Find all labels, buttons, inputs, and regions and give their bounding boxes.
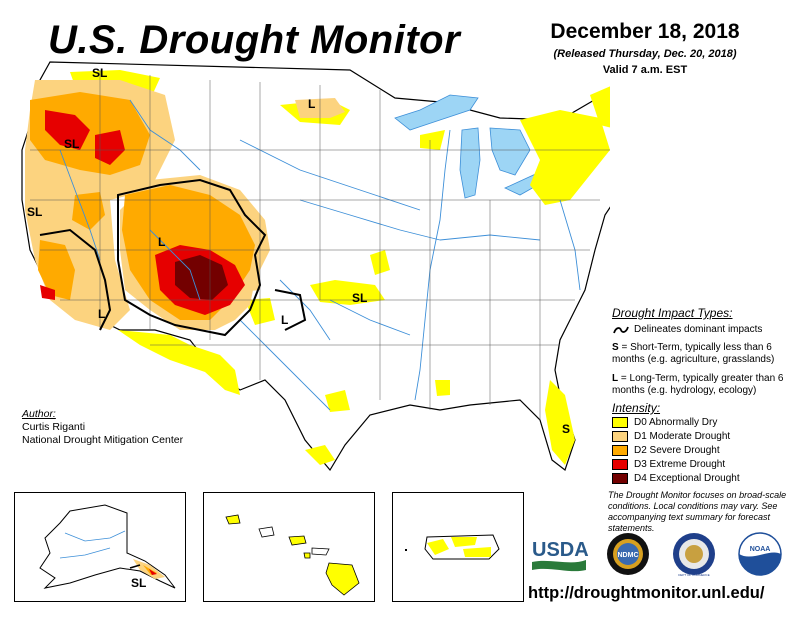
conus-drought-map: SL SL SL L L L L SL S: [21, 61, 610, 472]
short-term-key: S: [612, 342, 619, 353]
ndmc-logo: NDMC: [607, 533, 649, 575]
label-sl-california: SL: [27, 205, 42, 219]
partner-logos: USDA NDMC DEPT OF COMMERCE NOAA: [532, 532, 782, 577]
label-s-florida: S: [562, 422, 570, 436]
map-title: U.S. Drought Monitor: [48, 18, 461, 62]
noaa-logo: NOAA: [738, 532, 782, 576]
great-lakes: [394, 94, 581, 199]
svg-text:USDA: USDA: [532, 539, 589, 561]
label-sl-oregon: SL: [64, 137, 79, 151]
legend: Drought Impact Types: Delineates dominan…: [612, 306, 800, 485]
label-sl-oklahoma: SL: [352, 291, 367, 305]
intensity-d3-label: D3 Extreme Drought: [634, 459, 726, 470]
swatch-d3: [612, 459, 628, 470]
intensity-d4-label: D4 Exceptional Drought: [634, 473, 740, 484]
label-l-new-mexico: L: [281, 313, 288, 327]
valid-time: Valid 7 a.m. EST: [602, 64, 688, 76]
intensity-d4: D4 Exceptional Drought: [612, 472, 800, 485]
label-l-colorado: L: [158, 235, 165, 249]
impact-labels: SL SL SL L L L L SL S: [27, 66, 570, 436]
swatch-d2: [612, 445, 628, 456]
intensity-d3: D3 Extreme Drought: [612, 458, 800, 471]
alaska-inset: SL: [14, 492, 186, 602]
short-term-text: = Short-Term, typically less than 6 mont…: [612, 342, 775, 365]
label-l-southern-california: L: [98, 307, 105, 321]
puerto-rico-drought: [427, 537, 491, 557]
intensity-d0: D0 Abnormally Dry: [612, 416, 800, 429]
intensity-d0-label: D0 Abnormally Dry: [634, 417, 718, 428]
impact-line-label: Delineates dominant impacts: [634, 324, 763, 335]
disclaimer-note: The Drought Monitor focuses on broad-sca…: [608, 490, 787, 533]
long-term-desc: L = Long-Term, typically greater than 6 …: [612, 373, 800, 397]
intensity-title: Intensity:: [612, 401, 661, 415]
impact-line-icon: [613, 326, 629, 333]
lake-michigan: [459, 127, 481, 199]
short-term-desc: S = Short-Term, typically less than 6 mo…: [612, 342, 800, 366]
usda-logo: USDA: [532, 539, 589, 572]
author-org: National Drought Mitigation Center: [22, 434, 184, 446]
date-block: December 18, 2018 (Released Thursday, De…: [540, 20, 750, 76]
impact-types-title: Drought Impact Types:: [612, 306, 733, 320]
svg-text:NOAA: NOAA: [750, 546, 771, 553]
hawaii-inset: [203, 492, 375, 602]
intensity-list: D0 Abnormally Dry D1 Moderate Drought D2…: [612, 416, 800, 485]
intensity-d1-label: D1 Moderate Drought: [634, 431, 731, 442]
author-name: Curtis Riganti: [22, 421, 86, 433]
puerto-rico-inset: [392, 492, 524, 602]
swatch-d0: [612, 417, 628, 428]
release-date: (Released Thursday, Dec. 20, 2018): [553, 48, 737, 60]
svg-text:DEPT OF COMMERCE: DEPT OF COMMERCE: [678, 573, 710, 577]
label-l-north-dakota: L: [308, 97, 315, 111]
long-term-key: L: [612, 373, 619, 384]
long-term-text: = Long-Term, typically greater than 6 mo…: [612, 373, 784, 396]
svg-text:NDMC: NDMC: [618, 552, 639, 559]
impact-lines: [39, 178, 307, 337]
impact-line-row: Delineates dominant impacts: [612, 324, 800, 335]
swatch-d1: [612, 431, 628, 442]
swatch-d4: [612, 473, 628, 484]
intensity-d1: D1 Moderate Drought: [612, 430, 800, 443]
label-sl-alaska: SL: [131, 576, 146, 590]
map-date: December 18, 2018: [550, 20, 740, 43]
author-block: Author: Curtis Riganti National Drought …: [22, 408, 183, 447]
lake-superior: [394, 94, 479, 131]
drought-areas: [25, 70, 610, 465]
hawaii-islands: [225, 514, 360, 596]
state-borders: [30, 70, 610, 420]
website-url[interactable]: http://droughtmonitor.unl.edu/: [528, 584, 765, 602]
author-title: Author:: [22, 408, 56, 420]
label-sl-northwest: SL: [92, 66, 107, 80]
intensity-d2: D2 Severe Drought: [612, 444, 800, 457]
intensity-d2-label: D2 Severe Drought: [634, 445, 720, 456]
commerce-logo: DEPT OF COMMERCE: [673, 533, 715, 577]
